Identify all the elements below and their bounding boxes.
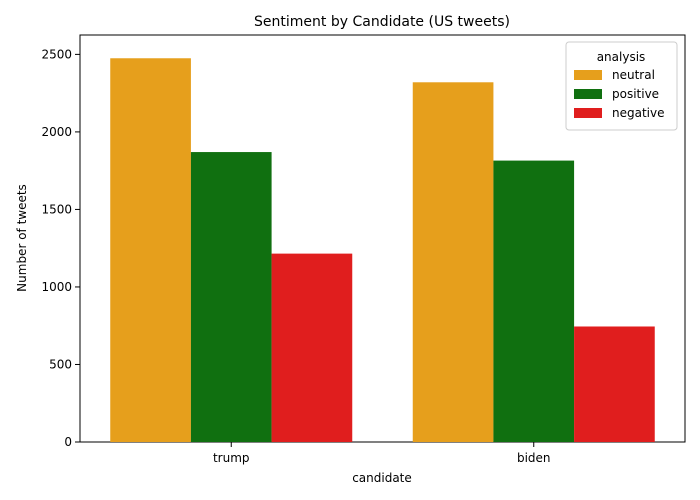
y-tick-label-1500: 1500 [41, 202, 72, 216]
y-axis-label: Number of tweets [15, 184, 29, 292]
legend-title: analysis [597, 50, 646, 64]
y-axis: 0 500 1000 1500 2000 2500 [41, 47, 80, 449]
legend-label-neutral: neutral [612, 68, 655, 82]
x-tick-label-trump: trump [213, 451, 250, 465]
legend-swatch-neutral [574, 70, 602, 80]
y-tick-label-2000: 2000 [41, 125, 72, 139]
legend-label-positive: positive [612, 87, 659, 101]
bar-trump-neutral [110, 58, 191, 442]
x-axis: trump biden [213, 442, 551, 465]
bar-trump-negative [271, 253, 353, 442]
x-axis-label: candidate [352, 471, 412, 485]
plot-frame [79, 34, 686, 443]
bar-biden-neutral [412, 82, 494, 442]
legend-swatch-negative [574, 108, 602, 118]
legend-swatch-positive [574, 89, 602, 99]
x-tick-label-biden: biden [517, 451, 551, 465]
bars [110, 58, 655, 442]
chart-title: Sentiment by Candidate (US tweets) [254, 14, 510, 30]
legend-label-negative: negative [612, 106, 664, 120]
bar-biden-negative [574, 326, 655, 442]
y-tick-label-2500: 2500 [41, 47, 72, 61]
bar-trump-positive [190, 152, 272, 442]
y-tick-label-0: 0 [64, 435, 72, 449]
legend-items: neutral positive negative [574, 68, 664, 120]
y-tick-label-500: 500 [49, 357, 72, 371]
legend: analysis neutral positive negative [565, 41, 678, 131]
y-tick-label-1000: 1000 [41, 280, 72, 294]
bar-biden-positive [493, 160, 575, 442]
